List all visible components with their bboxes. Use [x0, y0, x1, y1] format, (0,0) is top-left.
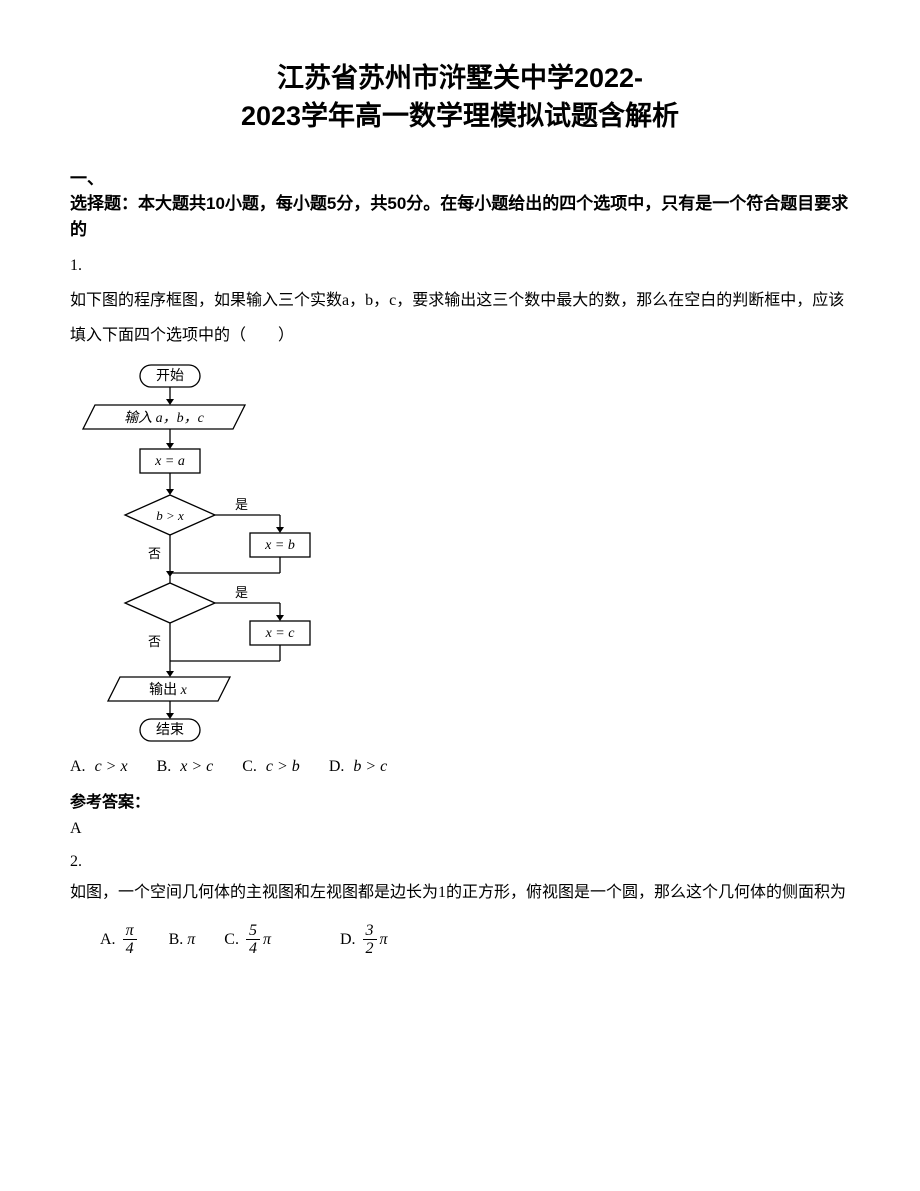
svg-text:是: 是	[235, 497, 248, 512]
answer-label: 参考答案：	[70, 788, 850, 812]
question-1-text: 如下图的程序框图，如果输入三个实数a，b，c，要求输出这三个数中最大的数，那么在…	[70, 283, 850, 353]
svg-text:输入 a，b，c: 输入 a，b，c	[124, 410, 205, 426]
svg-text:否: 否	[148, 546, 161, 561]
section-label-2: 选择题：本大题共10小题，每小题5分，共50分。在每小题给出的四个选项中，只有是…	[70, 191, 850, 242]
svg-text:x = c: x = c	[265, 626, 296, 641]
svg-text:否: 否	[148, 634, 161, 649]
svg-text:结束: 结束	[156, 722, 184, 738]
question-2-options: A. π4 B. π C. 54π D. 32π	[100, 922, 850, 958]
svg-text:x = b: x = b	[264, 538, 295, 553]
question-2-number: 2.	[70, 853, 850, 871]
question-1-options: A. c > x B. x > c C. c > b D. b > c	[70, 758, 850, 776]
svg-text:是: 是	[235, 585, 248, 600]
svg-text:b > x: b > x	[156, 508, 184, 523]
fc-start: 开始	[156, 368, 184, 384]
flowchart-diagram: 开始 输入 a，b，c x = a b > x 是 x = b 否	[70, 363, 850, 748]
question-1-number: 1.	[70, 257, 850, 275]
question-2-text: 如图，一个空间几何体的主视图和左视图都是边长为1的正方形，俯视图是一个圆，那么这…	[70, 879, 850, 906]
svg-text:x = a: x = a	[154, 454, 185, 469]
title-line-2: 2023学年高一数学理模拟试题含解析	[70, 98, 850, 136]
title-line-1: 江苏省苏州市浒墅关中学2022-	[70, 60, 850, 98]
section-label-1: 一、	[70, 166, 850, 192]
svg-text:输出 x: 输出 x	[149, 682, 188, 698]
question-1-answer: A	[70, 820, 850, 838]
